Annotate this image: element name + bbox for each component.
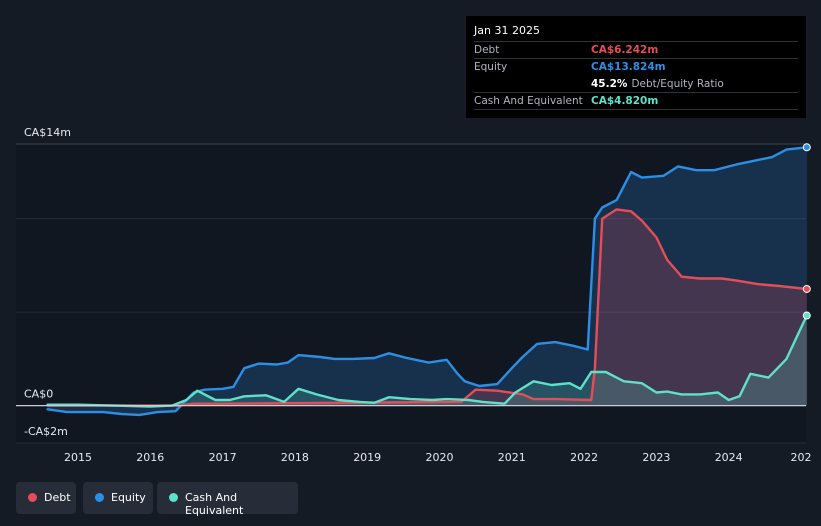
x-tick-label: 2019 [353,451,381,464]
legend-item-cash[interactable]: Cash And Equivalent [157,482,298,517]
tooltip-panel: Jan 31 2025 Debt CA$6.242m Equity CA$13.… [466,16,806,118]
tooltip-date: Jan 31 2025 [474,24,540,37]
tooltip-cash-value: CA$4.820m [591,95,659,107]
x-axis-labels: 2015 2016 2017 2018 2019 2020 2021 2022 2023 2024… [64,451,812,464]
legend-equity-dot [95,493,104,502]
tooltip-row-ratio: 45.2% Debt/Equity Ratio [474,75,798,92]
tooltip-equity-label: Equity [474,61,508,73]
legend-debt-dot [28,493,37,502]
gridlines [16,143,806,444]
x-tick-label: 2023 [642,451,670,464]
legend-item-debt[interactable]: Debt [16,482,76,514]
equity-end-marker [802,143,811,152]
x-tick-label: 2022 [570,451,598,464]
legend-cash-dot [169,493,178,502]
tooltip-divider [474,109,798,110]
legend-cash-label: Cash And Equivalent [185,491,244,517]
tooltip-debt-label: Debt [474,44,500,56]
y-tick-label: CA$14m [24,126,71,139]
y-tick-label: -CA$2m [24,425,68,438]
series-areas [47,147,807,415]
tooltip-ratio-value: 45.2% [591,78,628,90]
legend-debt-label: Debt [44,491,71,504]
y-axis-labels: CA$14m CA$0 -CA$2m [24,126,71,438]
debt-line [46,208,808,407]
legend-item-equity[interactable]: Equity [83,482,153,514]
x-tick-label: 2024 [715,451,743,464]
series-lines [46,146,808,417]
x-tick-label: 2018 [281,451,309,464]
tooltip-debt-value: CA$6.242m [591,44,659,56]
y-tick-label: CA$0 [24,388,53,401]
equity-area [47,147,807,415]
cash-and-equivalent-area [47,315,807,407]
tooltip-ratio: 45.2% Debt/Equity Ratio [591,78,724,90]
debt-area [47,209,807,406]
x-tick-label: 2015 [64,451,92,464]
debt-end-marker [802,284,811,293]
cash-and-equivalent-line [46,314,808,408]
x-tick-label: 2021 [498,451,526,464]
end-markers [802,143,811,320]
x-tick-label: 2017 [209,451,237,464]
cash-and-equivalent-end-marker [802,311,811,320]
tooltip-ratio-label: Debt/Equity Ratio [631,78,724,90]
x-tick-label: 2020 [426,451,454,464]
tooltip-row-equity: Equity CA$13.824m [474,58,798,75]
tooltip-equity-value: CA$13.824m [591,61,666,73]
x-tick-label: 2016 [136,451,164,464]
tooltip-row-cash: Cash And Equivalent CA$4.820m [474,92,798,109]
tooltip-row-debt: Debt CA$6.242m [474,41,798,58]
legend-equity-label: Equity [111,491,146,504]
tooltip-cash-label: Cash And Equivalent [474,95,583,107]
x-tick-label: 202 [791,451,812,464]
